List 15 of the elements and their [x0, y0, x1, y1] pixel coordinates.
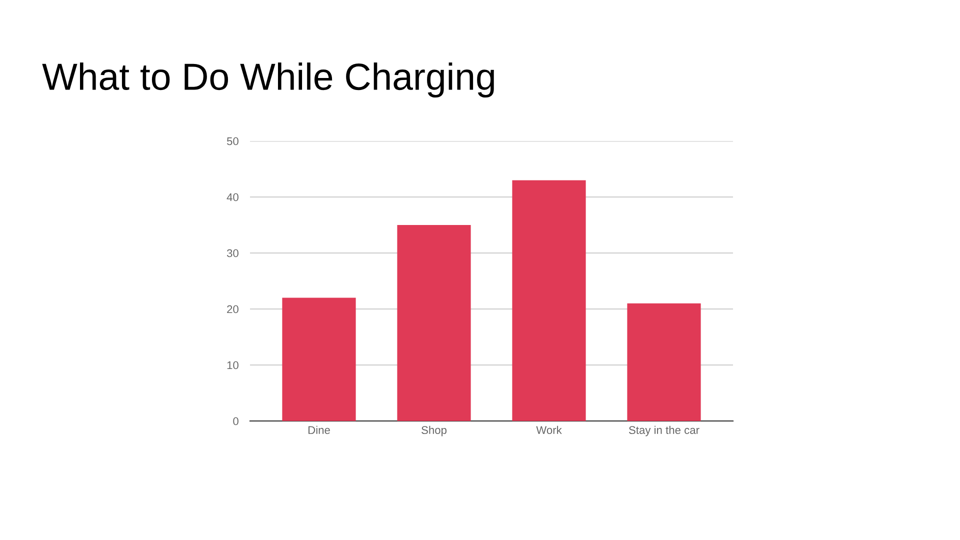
x-tick-label: Shop [422, 426, 447, 436]
bar [512, 180, 586, 421]
x-tick-label: Stay in the car [628, 426, 700, 436]
bar [282, 298, 356, 421]
y-tick-label: 40 [226, 193, 238, 202]
y-tick-label: 50 [226, 137, 238, 146]
y-tick-label: 30 [226, 249, 238, 258]
bar [627, 303, 701, 421]
y-tick-label: 0 [233, 417, 238, 426]
bar [397, 225, 471, 421]
y-tick-label: 20 [227, 305, 238, 314]
y-tick-label: 10 [227, 361, 238, 370]
x-tick-label: Dine [308, 426, 330, 434]
chart-title: What to Do While Charging [42, 62, 494, 98]
x-tick-label: Work [536, 426, 562, 434]
